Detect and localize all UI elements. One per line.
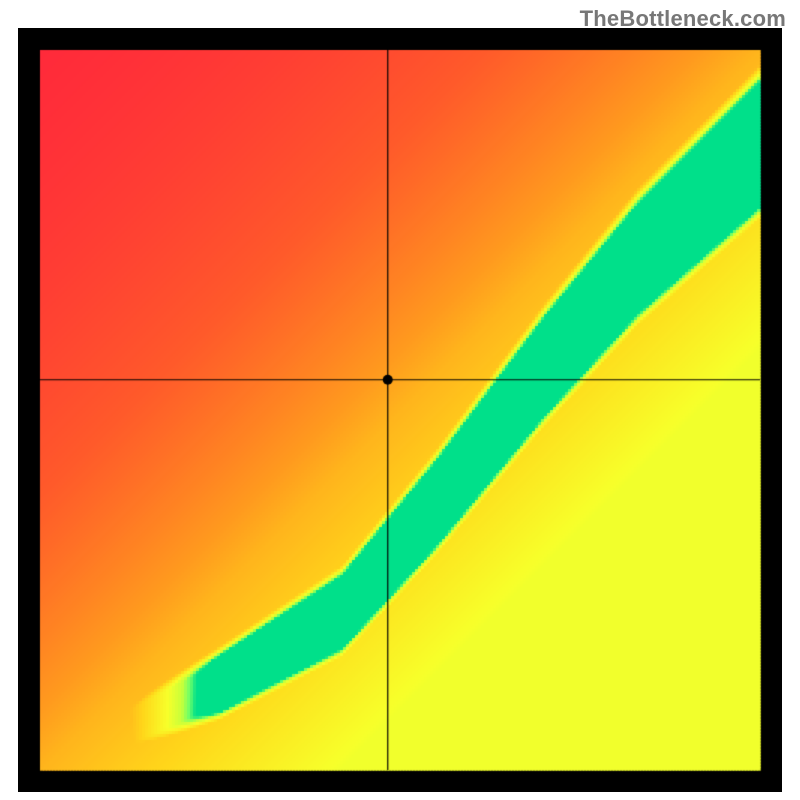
attribution-label: TheBottleneck.com xyxy=(580,6,786,32)
heatmap-canvas xyxy=(18,28,782,792)
plot-frame xyxy=(18,28,782,792)
plot-wrap: TheBottleneck.com xyxy=(0,0,800,800)
